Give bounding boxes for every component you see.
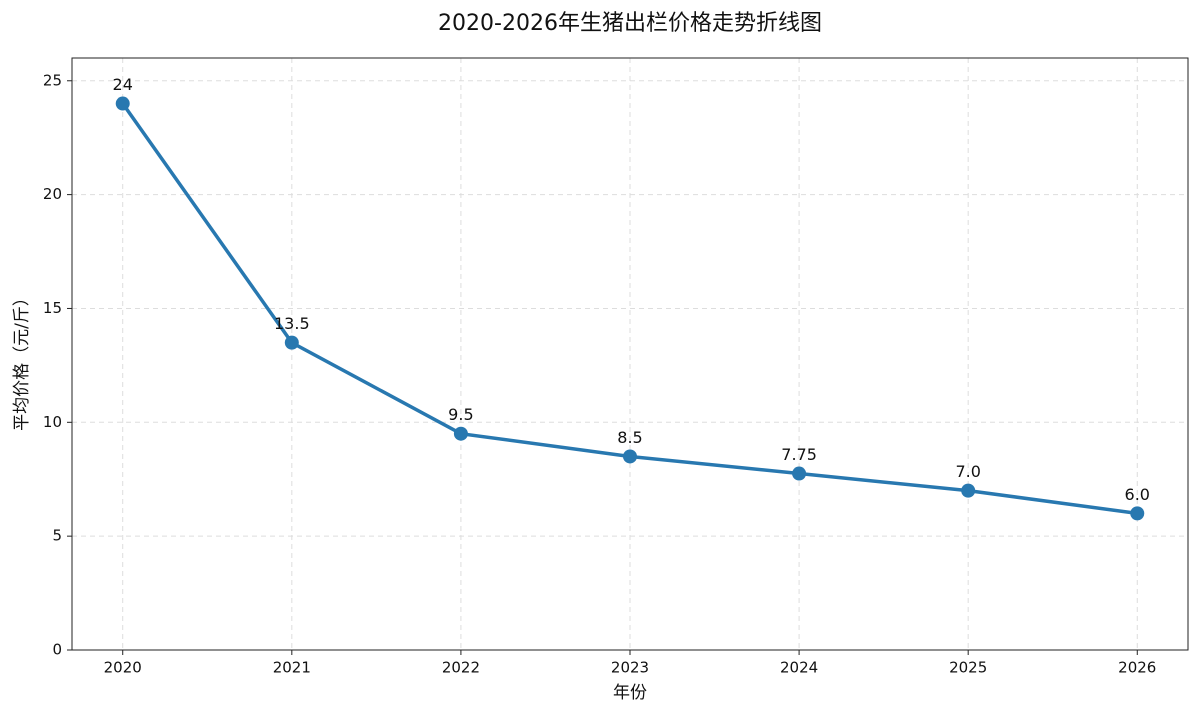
x-tick-label: 2021	[273, 659, 311, 677]
x-tick-label: 2022	[442, 659, 480, 677]
data-label: 9.5	[448, 405, 473, 424]
data-label: 7.0	[955, 462, 980, 481]
data-label: 13.5	[274, 314, 310, 333]
data-point	[961, 483, 976, 498]
x-axis-label: 年份	[613, 683, 647, 703]
y-tick-label: 20	[43, 185, 62, 203]
data-label: 6.0	[1125, 485, 1150, 504]
y-tick-label: 0	[52, 641, 62, 659]
plot-frame	[71, 57, 1189, 651]
y-tick-label: 10	[43, 413, 62, 431]
data-point	[792, 466, 807, 481]
data-point	[453, 426, 468, 441]
x-tick-label: 2026	[1118, 659, 1156, 677]
data-point	[284, 335, 299, 350]
x-tick-label: 2020	[104, 659, 142, 677]
y-tick-label: 15	[43, 299, 62, 317]
data-label: 24	[113, 75, 133, 94]
x-tick-label: 2024	[780, 659, 818, 677]
data-label: 8.5	[617, 428, 642, 447]
data-label: 7.75	[781, 445, 817, 464]
x-tick-label: 2025	[949, 659, 987, 677]
chart-title: 2020-2026年生猪出栏价格走势折线图	[438, 11, 822, 36]
x-tick-label: 2023	[611, 659, 649, 677]
y-tick-label: 5	[52, 527, 62, 545]
data-point	[1130, 506, 1145, 521]
y-tick-label: 25	[43, 71, 62, 89]
data-point	[115, 96, 130, 111]
data-point	[623, 449, 637, 464]
y-axis-label: 平均价格（元/斤）	[12, 289, 32, 431]
